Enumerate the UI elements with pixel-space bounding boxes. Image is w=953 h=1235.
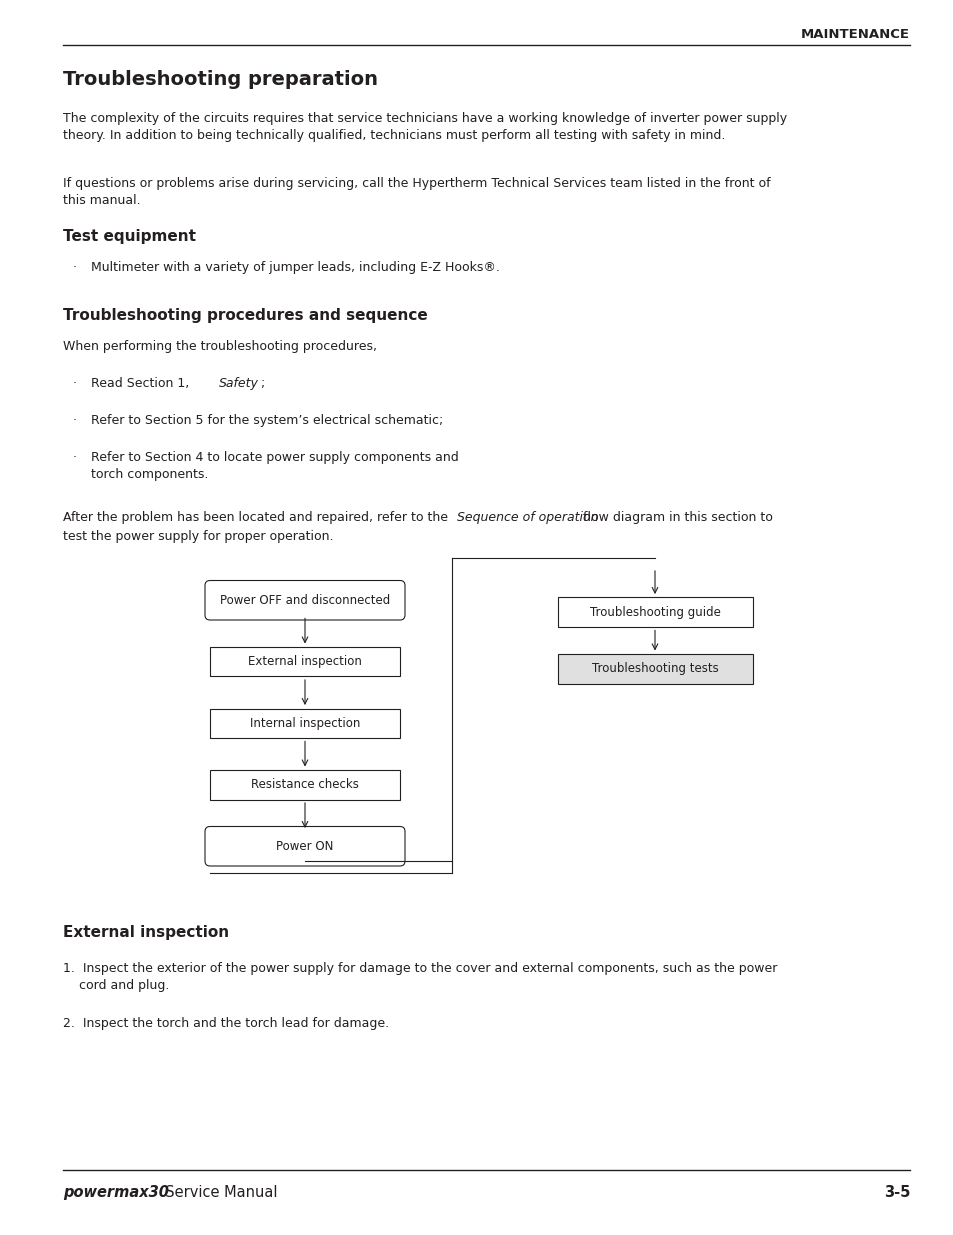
Bar — [557, 655, 752, 683]
Text: powermax30: powermax30 — [63, 1186, 169, 1200]
Text: test the power supply for proper operation.: test the power supply for proper operati… — [63, 531, 334, 543]
Text: After the problem has been located and repaired, refer to the: After the problem has been located and r… — [63, 511, 452, 524]
Text: 2.  Inspect the torch and the torch lead for damage.: 2. Inspect the torch and the torch lead … — [63, 1016, 389, 1030]
Text: Refer to Section 4 to locate power supply components and
torch components.: Refer to Section 4 to locate power suppl… — [91, 451, 458, 482]
Text: Troubleshooting preparation: Troubleshooting preparation — [63, 70, 377, 89]
Text: If questions or problems arise during servicing, call the Hypertherm Technical S: If questions or problems arise during se… — [63, 177, 770, 207]
Text: 1.  Inspect the exterior of the power supply for damage to the cover and externa: 1. Inspect the exterior of the power sup… — [63, 962, 777, 993]
Text: flow diagram in this section to: flow diagram in this section to — [578, 511, 773, 524]
Text: ·: · — [73, 261, 77, 274]
Text: Troubleshooting procedures and sequence: Troubleshooting procedures and sequence — [63, 308, 427, 324]
Text: Test equipment: Test equipment — [63, 228, 195, 245]
Text: Troubleshooting guide: Troubleshooting guide — [589, 605, 720, 619]
Text: ·: · — [73, 377, 77, 390]
Text: ·: · — [73, 414, 77, 427]
FancyBboxPatch shape — [205, 826, 405, 866]
Text: The complexity of the circuits requires that service technicians have a working : The complexity of the circuits requires … — [63, 112, 786, 142]
Text: Service Manual: Service Manual — [156, 1186, 277, 1200]
Text: Troubleshooting tests: Troubleshooting tests — [591, 662, 718, 676]
Text: External inspection: External inspection — [248, 656, 361, 668]
Text: MAINTENANCE: MAINTENANCE — [801, 28, 909, 41]
Text: Resistance checks: Resistance checks — [251, 778, 358, 792]
Text: Read Section 1,: Read Section 1, — [91, 377, 193, 390]
Text: Power OFF and disconnected: Power OFF and disconnected — [219, 594, 390, 606]
Text: When performing the troubleshooting procedures,: When performing the troubleshooting proc… — [63, 340, 376, 353]
Bar — [210, 769, 399, 799]
Text: Safety: Safety — [219, 377, 258, 390]
Text: Power ON: Power ON — [276, 840, 334, 852]
Bar — [210, 709, 399, 739]
Text: ;: ; — [261, 377, 265, 390]
Text: Multimeter with a variety of jumper leads, including E-Z Hooks®.: Multimeter with a variety of jumper lead… — [91, 261, 499, 274]
Text: External inspection: External inspection — [63, 925, 229, 940]
Bar — [210, 647, 399, 677]
Text: Internal inspection: Internal inspection — [250, 716, 360, 730]
Text: 3-5: 3-5 — [882, 1186, 909, 1200]
FancyBboxPatch shape — [205, 580, 405, 620]
Text: Refer to Section 5 for the system’s electrical schematic;: Refer to Section 5 for the system’s elec… — [91, 414, 443, 427]
Text: Sequence of operation: Sequence of operation — [456, 511, 598, 524]
Bar — [557, 598, 752, 627]
Text: ·: · — [73, 451, 77, 464]
